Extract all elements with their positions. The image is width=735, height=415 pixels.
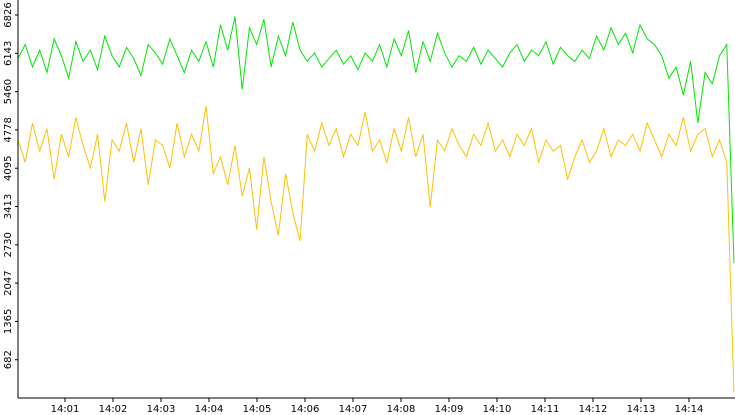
y-tick-label: 6143 bbox=[3, 41, 14, 66]
y-tick-label: 4095 bbox=[3, 156, 14, 181]
x-tick-label: 14:01 bbox=[51, 404, 80, 415]
x-tick-label: 14:08 bbox=[387, 404, 416, 415]
x-tick-label: 14:14 bbox=[675, 404, 704, 415]
x-tick-label: 14:02 bbox=[99, 404, 128, 415]
y-tick-label: 3413 bbox=[3, 194, 14, 219]
x-tick-label: 14:13 bbox=[627, 404, 656, 415]
x-tick-label: 14:04 bbox=[195, 404, 224, 415]
y-tick-label: 1365 bbox=[3, 309, 14, 334]
x-tick-label: 14:11 bbox=[531, 404, 560, 415]
y-tick-label: 6826 bbox=[3, 2, 14, 27]
x-tick-label: 14:09 bbox=[435, 404, 464, 415]
y-tick-label: 2730 bbox=[3, 232, 14, 257]
y-tick-label: 2047 bbox=[3, 270, 14, 295]
x-tick-label: 14:06 bbox=[291, 404, 320, 415]
y-tick-label: 4778 bbox=[3, 117, 14, 142]
x-tick-label: 14:03 bbox=[147, 404, 176, 415]
x-tick-label: 14:07 bbox=[339, 404, 368, 415]
series-line bbox=[17, 106, 735, 393]
series-line bbox=[17, 16, 735, 264]
y-tick-label: 682 bbox=[3, 350, 14, 369]
x-tick-label: 14:05 bbox=[243, 404, 272, 415]
y-tick-label: 5460 bbox=[3, 79, 14, 104]
x-tick-label: 14:10 bbox=[483, 404, 512, 415]
x-tick-label: 14:12 bbox=[579, 404, 608, 415]
